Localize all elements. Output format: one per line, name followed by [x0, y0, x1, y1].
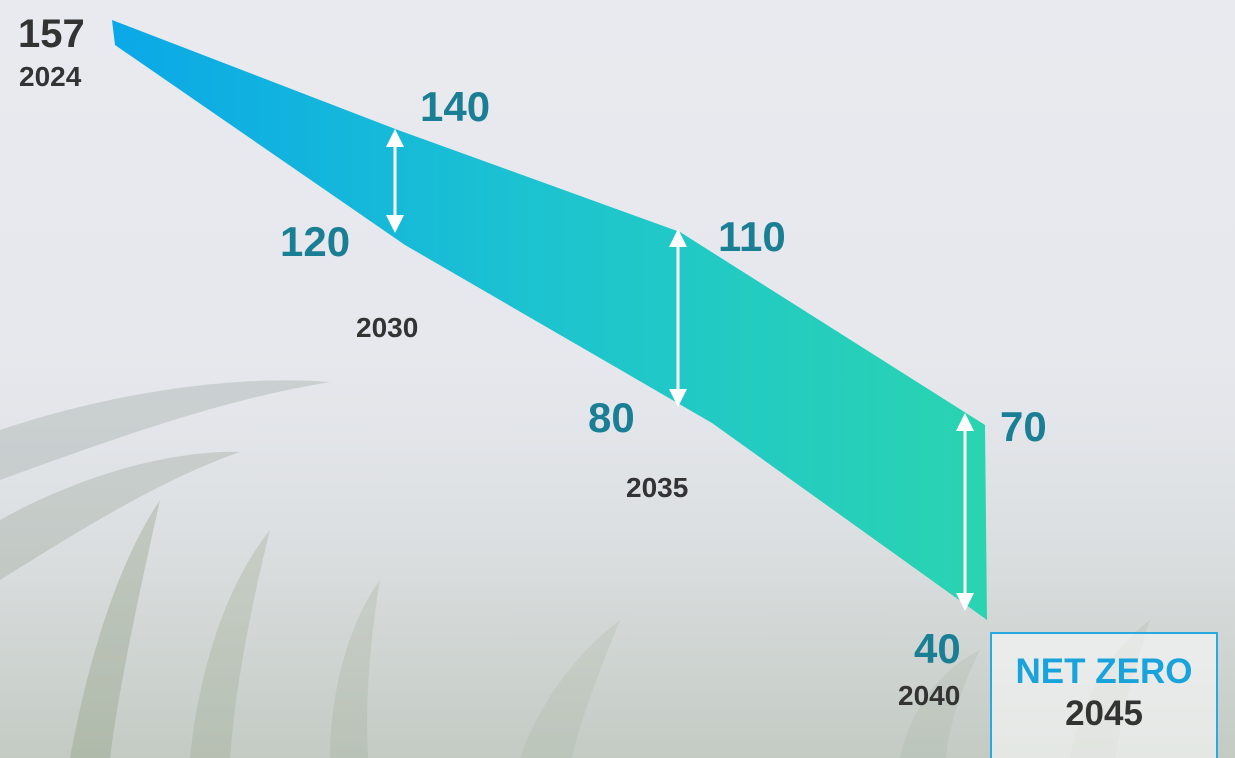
emissions-range-band: [112, 20, 987, 620]
year-label-2035: 2035: [626, 472, 688, 503]
year-label-2030: 2030: [356, 312, 418, 343]
upper-value-label-2030: 140: [420, 83, 490, 130]
upper-value-label-2035: 110: [718, 213, 786, 260]
lower-value-label-2035: 80: [588, 394, 635, 441]
lower-value-label-2040: 40: [914, 625, 961, 672]
year-label-2040: 2040: [898, 680, 960, 711]
net-zero-label: NET ZERO: [1015, 652, 1193, 691]
net-zero-target-box: NET ZERO 2045: [990, 632, 1218, 758]
start-year-label: 2024: [19, 61, 82, 92]
upper-value-label-2040: 70: [1000, 403, 1047, 450]
start-value-label: 157: [18, 12, 85, 56]
net-zero-year: 2045: [1065, 694, 1143, 733]
lower-value-label-2030: 120: [280, 218, 350, 265]
